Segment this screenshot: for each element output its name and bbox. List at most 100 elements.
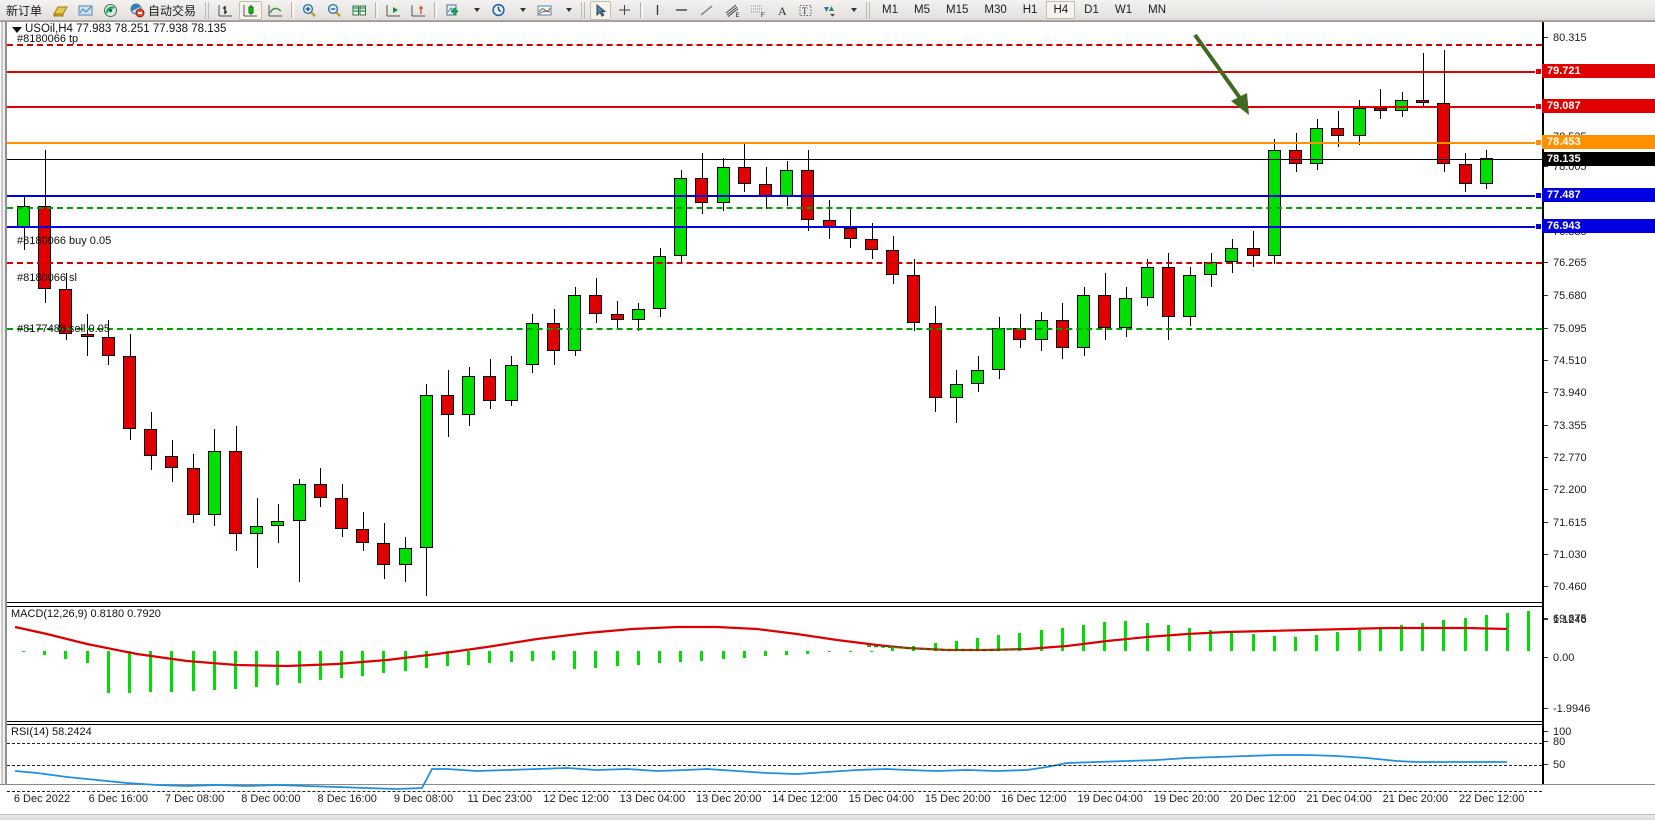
candle-body — [80, 333, 94, 337]
price-axis[interactable]: 80.31579.72179.08778.53578.00577.42076.8… — [1542, 22, 1655, 805]
macd-bar — [22, 651, 25, 652]
price-badge[interactable]: 78.453 — [1542, 134, 1655, 149]
rsi-line — [14, 754, 1507, 790]
macd-bar — [106, 651, 110, 693]
time-tick: 6 Dec 2022 — [13, 793, 71, 805]
cursor-icon[interactable] — [590, 0, 612, 20]
take-profit-line[interactable] — [7, 70, 1542, 73]
tp-dashed-line[interactable] — [7, 44, 1542, 47]
macd-pane[interactable]: MACD(12,26,9) 0.8180 0.7920 — [7, 606, 1542, 722]
indicators-icon[interactable] — [441, 1, 464, 20]
price-badge[interactable]: 79.087 — [1542, 99, 1655, 114]
timeframe-h4[interactable]: H4 — [1046, 1, 1076, 19]
macd-bar — [721, 651, 725, 660]
sell-level-line[interactable] — [7, 225, 1542, 228]
left-scroll-rail[interactable] — [0, 22, 7, 805]
toolbar-grip-3[interactable] — [866, 1, 872, 19]
toolbar-grip[interactable] — [205, 1, 211, 19]
text-icon[interactable]: A — [772, 1, 793, 20]
macd-bar — [891, 648, 895, 651]
candle-body — [1289, 150, 1302, 165]
time-axis[interactable]: 6 Dec 2022 6 Dec 16:00 7 Dec 08:00 8 Dec 00… — [0, 784, 1655, 820]
period-dropdown-arrow[interactable] — [512, 1, 531, 20]
time-tick: 12 Dec 12:00 — [543, 793, 609, 805]
order-label[interactable]: #8180066 tp — [17, 33, 79, 45]
buy-entry-dashed[interactable] — [7, 207, 1542, 210]
sell-level-line-handle[interactable] — [1535, 222, 1542, 230]
templates-icon[interactable] — [533, 1, 556, 20]
bar-chart-icon[interactable] — [214, 1, 237, 20]
sell-entry-dashed[interactable] — [7, 328, 1542, 331]
chart-menu-caret-icon[interactable] — [12, 27, 22, 33]
sl-dashed-line[interactable] — [7, 261, 1542, 264]
line-chart-icon[interactable] — [264, 1, 287, 20]
timeframe-mn[interactable]: MN — [1148, 4, 1166, 16]
take-profit-line-handle[interactable] — [1535, 67, 1542, 75]
chart-area[interactable]: USOil,H4 77.983 78.251 77.938 78.135 #81… — [0, 21, 1655, 820]
text-label-icon[interactable]: T — [795, 1, 816, 20]
price-tick: 72.200 — [1544, 484, 1655, 496]
buy-level-line-handle[interactable] — [1535, 192, 1542, 200]
timeframe-m15[interactable]: M15 — [946, 4, 969, 16]
timeframe-m5[interactable]: M5 — [914, 4, 930, 16]
current-price-line[interactable] — [7, 159, 1542, 161]
zoom-out-icon[interactable] — [323, 1, 346, 20]
buy-level-line[interactable] — [7, 195, 1542, 198]
toolbar-grip-2[interactable] — [581, 1, 587, 19]
trendline-icon[interactable] — [695, 1, 718, 20]
order-label[interactable]: #8177488 sell 0.05 — [17, 323, 110, 335]
pending-order-line-handle[interactable] — [1535, 138, 1542, 146]
price-badge[interactable]: 76.943 — [1542, 218, 1655, 233]
macd-bar — [658, 651, 661, 664]
equidistant-channel-icon[interactable]: E — [720, 1, 744, 20]
timeframe-m30[interactable]: M30 — [984, 4, 1007, 16]
indicators-dropdown-arrow[interactable] — [466, 1, 485, 20]
new-order-button[interactable]: 新订单 — [1, 1, 47, 20]
period-icon[interactable] — [487, 1, 510, 20]
timeframe-m1[interactable]: M1 — [882, 4, 899, 16]
templates-dropdown-arrow[interactable] — [558, 1, 577, 20]
macd-bar — [43, 651, 47, 655]
candle-body — [165, 456, 179, 468]
crosshair-icon[interactable] — [613, 1, 636, 20]
time-tick: 7 Dec 08:00 — [164, 793, 225, 805]
vertical-line-icon[interactable] — [647, 1, 668, 20]
macd-bar — [509, 651, 513, 662]
candle-body — [1183, 275, 1196, 318]
candle-body — [1416, 99, 1430, 103]
candlestick-chart-icon[interactable] — [239, 0, 263, 20]
resistance-line[interactable] — [7, 106, 1542, 109]
tile-windows-icon[interactable] — [348, 1, 371, 20]
timeframe-d1[interactable]: D1 — [1084, 4, 1099, 16]
gold-bar-icon[interactable] — [49, 1, 72, 20]
horizontal-line-icon[interactable] — [670, 1, 693, 20]
arrows-dropdown-arrow[interactable] — [843, 1, 862, 20]
navigator-icon[interactable] — [99, 1, 122, 20]
data-window-icon[interactable] — [74, 1, 97, 20]
auto-trading-button[interactable]: 自动交易 — [124, 1, 201, 20]
resistance-line-handle[interactable] — [1535, 103, 1542, 111]
candle-body — [1267, 150, 1281, 256]
candle-body — [1331, 127, 1345, 137]
arrows-icon[interactable] — [818, 1, 841, 20]
macd-bar — [85, 651, 89, 663]
price-pane[interactable]: USOil,H4 77.983 78.251 77.938 78.135 #81… — [7, 22, 1542, 603]
timeframe-h1[interactable]: H1 — [1022, 4, 1038, 16]
candle-body — [631, 308, 645, 321]
rsi-pane[interactable]: RSI(14) 58.2424 — [7, 724, 1542, 805]
order-label[interactable]: #8180066 sl — [17, 272, 77, 284]
chart-shift-icon[interactable] — [382, 1, 405, 20]
price-tick: 73.940 — [1544, 387, 1655, 399]
zoom-in-icon[interactable] — [298, 1, 321, 20]
time-tick: 14 Dec 12:00 — [772, 793, 838, 805]
price-badge[interactable]: 78.135 — [1542, 152, 1655, 167]
fibonacci-icon[interactable]: F — [746, 1, 770, 20]
price-badge[interactable]: 79.721 — [1542, 63, 1655, 78]
auto-scroll-icon[interactable] — [407, 1, 430, 20]
candle-body — [356, 528, 370, 543]
candle-body — [419, 395, 433, 549]
pending-order-line[interactable] — [7, 141, 1542, 144]
timeframe-w1[interactable]: W1 — [1114, 4, 1133, 16]
price-badge[interactable]: 77.487 — [1542, 188, 1655, 203]
order-label[interactable]: #8180066 buy 0.05 — [17, 235, 112, 247]
